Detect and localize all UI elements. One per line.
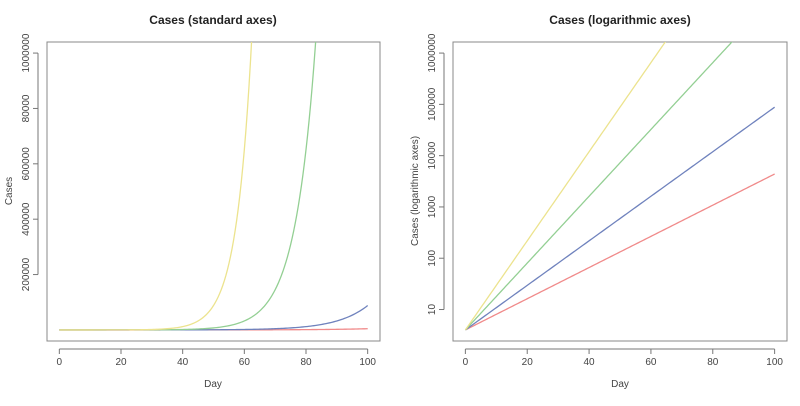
y-tick-label: 100 bbox=[427, 249, 438, 266]
series-line-4 bbox=[464, 42, 667, 331]
x-tick-label: 100 bbox=[766, 357, 783, 368]
y-tick-label: 200000 bbox=[21, 257, 32, 291]
y-tick-label: 400000 bbox=[21, 202, 32, 236]
plot-frame bbox=[452, 41, 788, 342]
y-tick-label: 1000000 bbox=[21, 33, 32, 72]
series-group bbox=[59, 42, 369, 331]
y-tick-label: 1000000 bbox=[427, 33, 438, 72]
x-axis-label: Day bbox=[611, 379, 629, 390]
x-tick-label: 100 bbox=[359, 357, 376, 368]
plot-frame bbox=[46, 41, 381, 342]
log-axes-panel: Cases (logarithmic axes) Day Cases (loga… bbox=[410, 13, 788, 390]
x-tick-label: 0 bbox=[463, 357, 469, 368]
series-line-2 bbox=[464, 106, 776, 331]
x-tick-label: 60 bbox=[645, 357, 657, 368]
x-tick-label: 20 bbox=[115, 357, 127, 368]
y-tick-label: 600000 bbox=[21, 147, 32, 181]
series-line-2 bbox=[59, 305, 369, 331]
y-tick-label: 10 bbox=[427, 304, 438, 316]
x-tick-label: 40 bbox=[177, 357, 189, 368]
series-line-4 bbox=[59, 42, 253, 331]
series-line-3 bbox=[59, 42, 317, 331]
y-axis-label: Cases bbox=[4, 177, 15, 205]
series-line-1 bbox=[465, 173, 775, 331]
y-axis-label: Cases (logarithmic axes) bbox=[410, 136, 421, 246]
series-group bbox=[464, 42, 776, 331]
y-tick-label: 80000 bbox=[21, 94, 32, 122]
x-tick-label: 20 bbox=[522, 357, 534, 368]
series-line-3 bbox=[464, 42, 733, 331]
y-tick-label: 10000 bbox=[427, 141, 438, 169]
standard-axes-panel: Cases (standard axes) Day Cases 0 20 40 60 8… bbox=[4, 13, 381, 390]
chart-title: Cases (standard axes) bbox=[149, 13, 276, 27]
chart-title: Cases (logarithmic axes) bbox=[549, 13, 690, 27]
y-tick-label: 1000 bbox=[427, 195, 438, 218]
x-axis-label: Day bbox=[204, 379, 222, 390]
x-tick-label: 80 bbox=[707, 357, 719, 368]
y-tick-label: 100000 bbox=[427, 87, 438, 121]
x-tick-label: 80 bbox=[300, 357, 312, 368]
x-tick-label: 40 bbox=[584, 357, 596, 368]
x-tick-label: 60 bbox=[239, 357, 251, 368]
x-tick-label: 0 bbox=[57, 357, 63, 368]
